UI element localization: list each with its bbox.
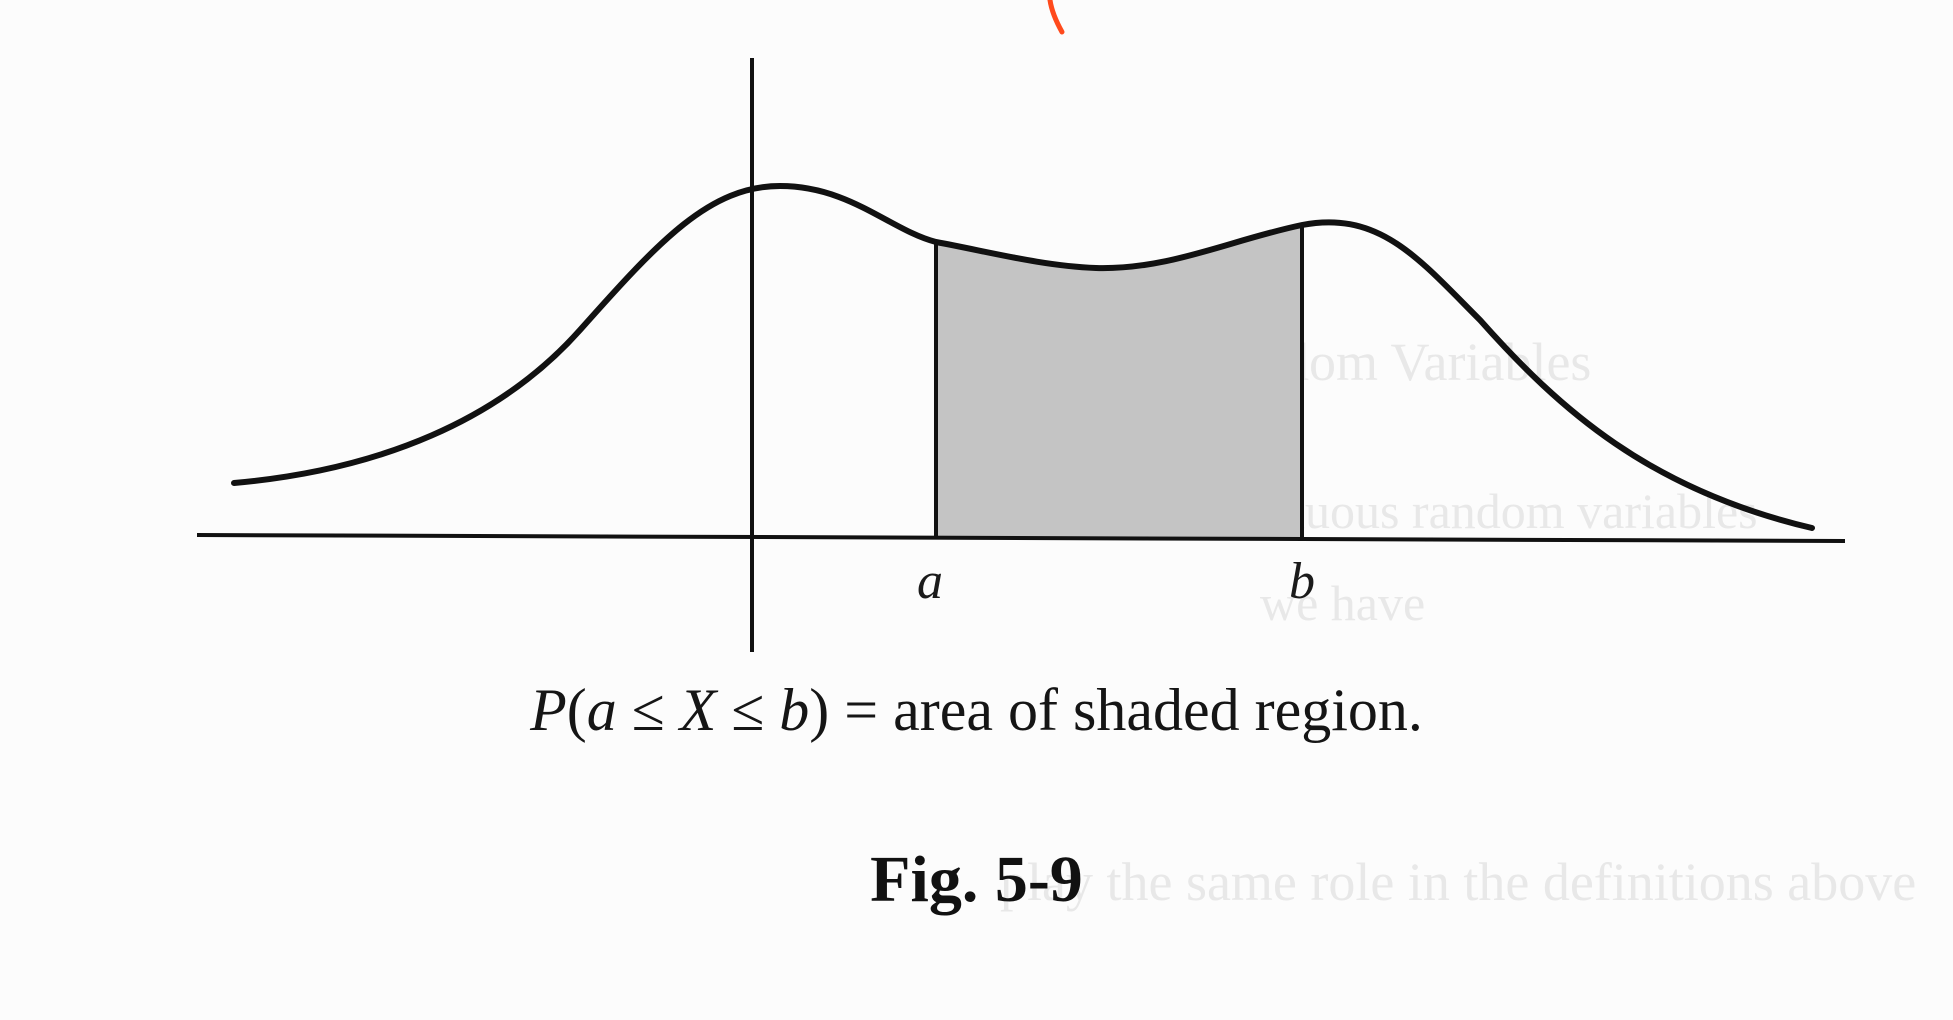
caption-X: X [679,677,717,743]
density-curve [231,183,1815,531]
caption-a: a [586,677,617,743]
pen-mark [1047,0,1065,35]
svg-text:play the same role in the defi: play the same role in the definitions ab… [1000,852,1916,912]
caption-leq-2: ≤ [716,677,780,743]
caption-rhs: = area of shaded region. [829,677,1423,743]
caption-P: P [530,677,567,743]
caption-leq-1: ≤ [616,677,680,743]
tick-label-a: a [917,553,943,610]
shaded-region [936,225,1302,538]
figure-caption: P(a ≤ X ≤ b) = area of shaded region. [0,676,1953,745]
caption-b: b [779,677,810,743]
caption-open-paren: ( [566,677,587,743]
tick-label-b: b [1289,553,1315,610]
figure-number: Fig. 5-9 [870,843,1083,916]
svg-text:we have: we have [1260,575,1425,631]
x-axis [196,533,1846,543]
caption-close-paren: ) [809,677,830,743]
